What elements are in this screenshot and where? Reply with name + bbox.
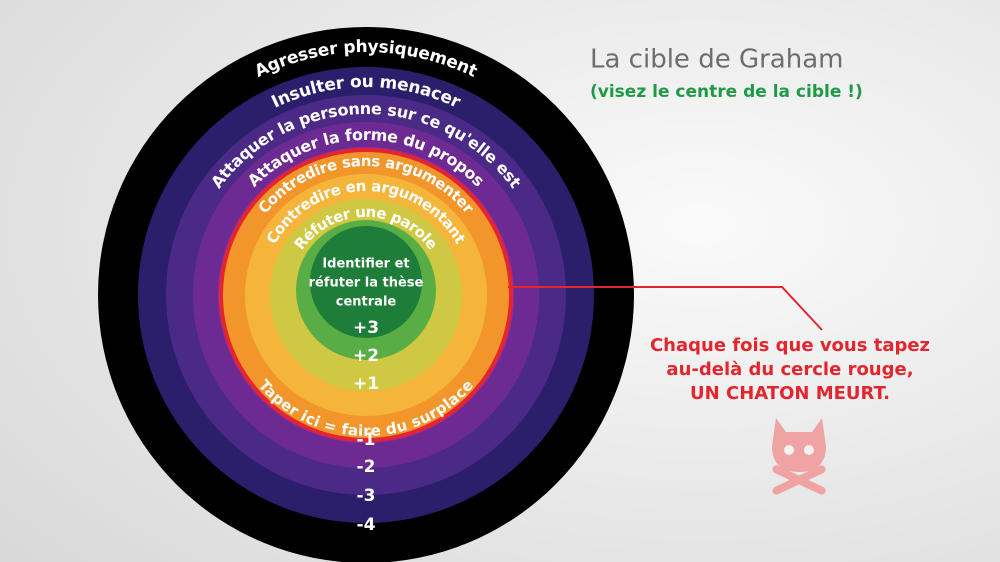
score: -1: [357, 430, 376, 450]
pointer-line: [508, 286, 823, 331]
score: -2: [357, 457, 376, 477]
target: [98, 27, 634, 562]
title: La cible de Graham: [590, 45, 843, 75]
subtitle: (visez le centre de la cible !): [590, 82, 863, 102]
score: -3: [357, 486, 376, 506]
score: +3: [353, 318, 379, 338]
note: UN CHATON MEURT.: [690, 383, 890, 404]
center-text: Identifier et: [322, 257, 409, 272]
cat-skull-icon: [772, 418, 826, 495]
center-text: centrale: [336, 295, 397, 310]
score: -4: [357, 515, 376, 535]
note: Chaque fois que vous tapez: [650, 335, 930, 356]
score: +1: [353, 374, 379, 394]
score: +2: [353, 346, 379, 366]
note: au-delà du cercle rouge,: [666, 359, 913, 380]
center-text: réfuter la thèse: [309, 276, 424, 291]
bullseye: [310, 226, 422, 338]
